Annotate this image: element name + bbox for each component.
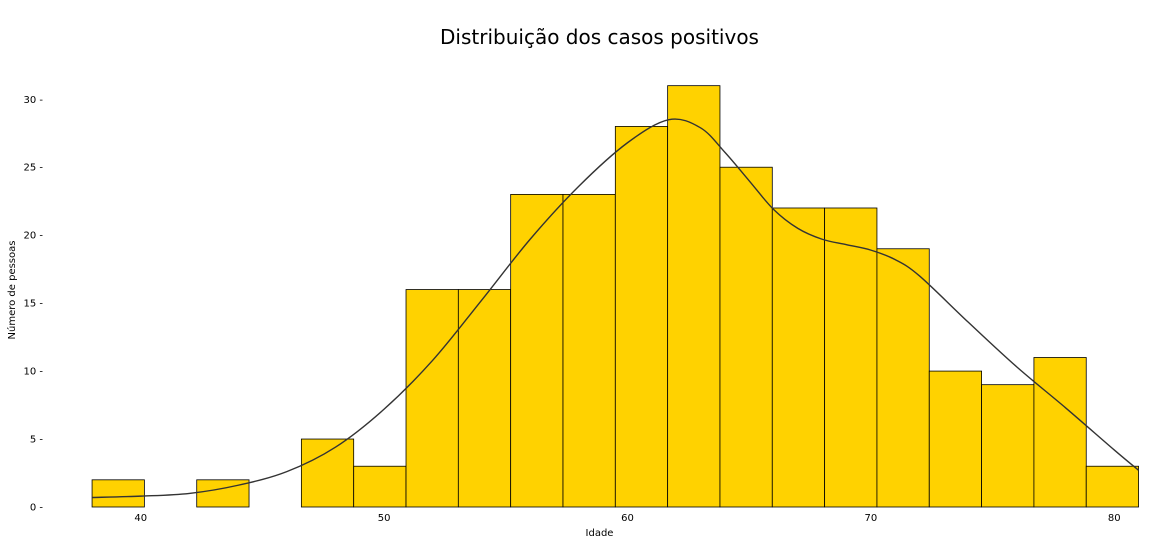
- y-tick-label: 25 -: [23, 163, 43, 174]
- y-axis-label: Número de pessoas: [6, 241, 18, 340]
- y-tick-label: 20 -: [23, 231, 43, 242]
- histogram-bar: [824, 207, 878, 508]
- histogram-bar: [405, 289, 459, 508]
- histogram-bar: [91, 479, 145, 508]
- x-tick-label: 60: [621, 513, 634, 524]
- histogram-bar: [876, 248, 930, 508]
- histogram-bar: [457, 289, 512, 508]
- x-tick-label: 70: [864, 513, 877, 524]
- histogram-bar: [981, 384, 1035, 508]
- histogram-bar: [667, 85, 721, 508]
- y-tick-label: 30 -: [23, 95, 43, 106]
- histogram-bar: [771, 207, 826, 508]
- kde-curve: [92, 118, 1140, 499]
- histogram-bar: [1085, 465, 1139, 508]
- histogram-bar: [510, 193, 564, 508]
- histogram-bar: [614, 126, 669, 508]
- histogram-bar: [719, 166, 773, 508]
- y-tick-label: 0 -: [30, 503, 44, 514]
- bars-layer: [91, 85, 1139, 508]
- x-tick-label: 50: [378, 513, 391, 524]
- histogram-bar: [928, 370, 982, 508]
- histogram-bar: [353, 465, 407, 508]
- x-tick-labels: 40 50 60 70 80: [134, 513, 1120, 524]
- x-tick-label: 80: [1108, 513, 1121, 524]
- y-tick-labels: 0 - 5 - 10 - 15 - 20 - 25 - 30 -: [23, 95, 43, 514]
- chart-title: Distribuição dos casos positivos: [440, 25, 759, 49]
- histogram-bar: [1033, 357, 1087, 508]
- y-tick-label: 5 -: [30, 435, 44, 446]
- histogram-bar: [562, 193, 616, 508]
- x-axis-label: Idade: [586, 528, 614, 539]
- y-tick-label: 10 -: [23, 367, 43, 378]
- y-tick-label: 15 -: [23, 299, 43, 310]
- x-tick-label: 40: [134, 513, 147, 524]
- histogram-bar: [300, 438, 355, 508]
